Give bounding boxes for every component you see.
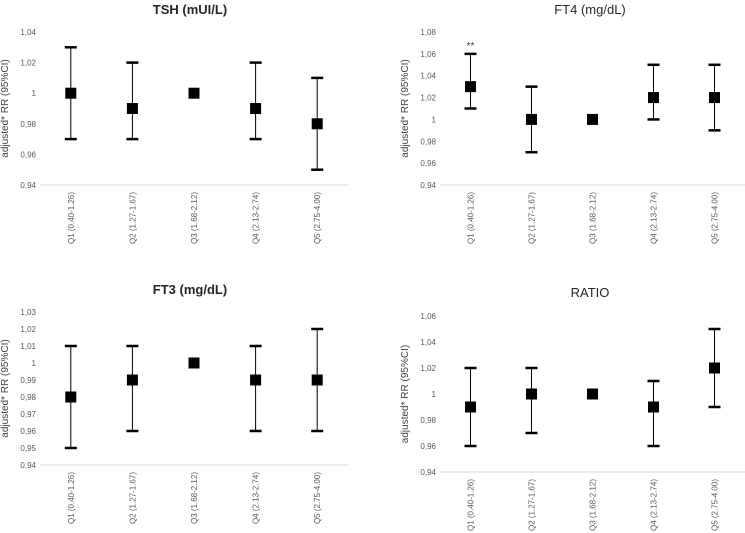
data-point <box>188 87 200 99</box>
y-tick-label: 1,02 <box>20 59 36 68</box>
y-tick-label: 1 <box>32 359 37 368</box>
data-point <box>65 391 77 403</box>
data-point <box>709 92 720 104</box>
y-tick-label: 1,02 <box>20 325 36 334</box>
y-tick-label: 1,02 <box>420 94 436 103</box>
data-point <box>311 118 323 130</box>
y-tick-label: 1,06 <box>420 312 436 321</box>
x-tick-label: Q5 (2.75-4.00) <box>711 479 720 531</box>
y-tick-label: 0,95 <box>20 444 36 453</box>
y-tick-label: 0,96 <box>420 159 436 168</box>
x-tick-label: Q2 (1.27-1.67) <box>528 192 537 244</box>
data-point <box>648 92 659 104</box>
significance-annotation: ** <box>467 41 475 52</box>
y-tick-label: 1 <box>432 115 437 124</box>
y-tick-label: 1,04 <box>20 28 36 37</box>
x-tick-label: Q2 (1.27-1.67) <box>128 472 137 524</box>
x-tick-label: Q3 (1.68-2.12) <box>190 192 199 244</box>
chart-title: FT4 (mg/dL) <box>554 2 626 17</box>
data-point <box>648 401 659 413</box>
data-point <box>126 103 138 114</box>
x-tick-label: Q4 (2.13-2.74) <box>650 192 659 244</box>
data-point <box>465 401 476 413</box>
x-tick-label: Q1 (0.40-1.26) <box>467 479 476 531</box>
data-point <box>126 374 138 386</box>
data-point <box>188 357 200 369</box>
data-point <box>587 113 598 125</box>
data-point <box>311 374 323 386</box>
y-tick-label: 0,98 <box>20 120 36 129</box>
x-tick-label: Q3 (1.68-2.12) <box>589 192 598 244</box>
y-tick-label: 0,94 <box>420 468 436 477</box>
x-tick-label: Q1 (0.40-1.26) <box>67 472 76 524</box>
data-point <box>465 81 476 93</box>
x-tick-label: Q5 (2.75-4.00) <box>711 192 720 244</box>
data-point <box>526 388 537 400</box>
y-tick-label: 1,02 <box>420 364 436 373</box>
x-tick-label: Q1 (0.40-1.26) <box>67 192 76 244</box>
y-axis-label: adjusted* RR (95%CI) <box>400 59 411 157</box>
y-tick-label: 0,94 <box>420 181 436 190</box>
x-tick-label: Q5 (2.75-4.00) <box>313 472 322 524</box>
data-point <box>250 103 262 114</box>
y-tick-label: 0,94 <box>20 461 36 470</box>
y-axis-label: adjusted* RR (95%CI) <box>0 59 11 157</box>
y-tick-label: 1,06 <box>420 50 436 59</box>
y-tick-label: 1,08 <box>420 28 436 37</box>
data-point <box>587 388 598 400</box>
y-tick-label: 0,94 <box>20 181 36 190</box>
data-point <box>526 113 537 125</box>
x-tick-label: Q3 (1.68-2.12) <box>589 479 598 531</box>
y-axis-label: adjusted* RR (95%CI) <box>0 339 11 437</box>
y-tick-label: 1,04 <box>420 72 436 81</box>
chart-title: RATIO <box>571 285 610 300</box>
data-point <box>65 87 77 99</box>
chart-title: FT3 (mg/dL) <box>153 282 227 297</box>
x-tick-label: Q2 (1.27-1.67) <box>528 479 537 531</box>
y-tick-label: 0,96 <box>20 150 36 159</box>
y-tick-label: 0,99 <box>20 376 36 385</box>
x-tick-label: Q1 (0.40-1.26) <box>467 192 476 244</box>
data-point <box>709 362 720 374</box>
data-point <box>250 374 262 386</box>
y-tick-label: 0,98 <box>420 137 436 146</box>
x-tick-label: Q4 (2.13-2.74) <box>650 479 659 531</box>
chart-title: TSH (mUI/L) <box>153 2 227 17</box>
y-tick-label: 1 <box>432 390 437 399</box>
x-tick-label: Q5 (2.75-4.00) <box>313 192 322 244</box>
y-tick-label: 1,01 <box>20 342 36 351</box>
y-tick-label: 0,98 <box>20 393 36 402</box>
y-tick-label: 0,96 <box>420 442 436 451</box>
y-tick-label: 1 <box>32 89 37 98</box>
y-axis-label: adjusted* RR (95%CI) <box>400 345 411 443</box>
x-tick-label: Q4 (2.13-2.74) <box>252 192 261 244</box>
y-tick-label: 1,03 <box>20 308 36 317</box>
y-tick-label: 0,98 <box>420 416 436 425</box>
y-tick-label: 0,96 <box>20 427 36 436</box>
y-tick-label: 0,97 <box>20 410 36 419</box>
x-tick-label: Q2 (1.27-1.67) <box>128 192 137 244</box>
y-tick-label: 1,04 <box>420 338 436 347</box>
x-tick-label: Q4 (2.13-2.74) <box>252 472 261 524</box>
x-tick-label: Q3 (1.68-2.12) <box>190 472 199 524</box>
